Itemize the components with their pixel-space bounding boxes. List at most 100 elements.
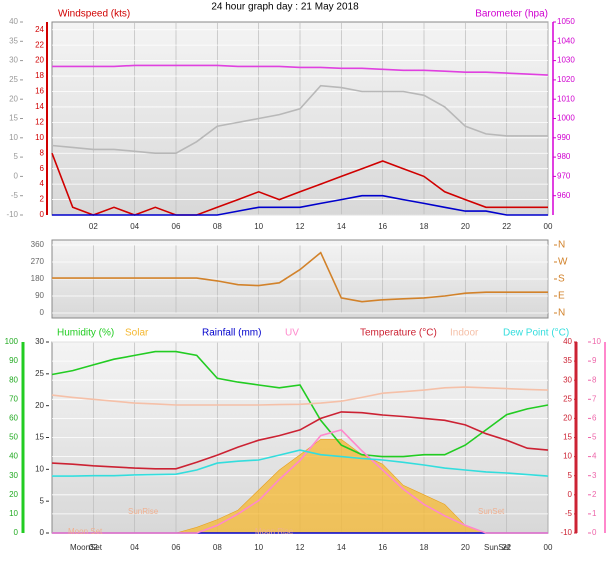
y-tick-label: 180 (31, 274, 45, 283)
x-tick-label: 08 (213, 543, 222, 552)
legend-label: Rainfall (mm) (202, 328, 261, 339)
y-tick-label: 0 (568, 490, 573, 499)
y-tick-label: 5 (568, 471, 573, 480)
y-tick-label: 20 (35, 56, 44, 65)
y-tick-label: 990 (557, 133, 571, 142)
y-tick-label: 970 (557, 172, 571, 181)
y-tick-label: 20 (9, 94, 18, 103)
y-tick-label: W (558, 257, 568, 268)
y-tick-label: S (558, 274, 565, 285)
x-tick-label: 22 (502, 222, 511, 231)
y-tick-label: 6 (40, 164, 45, 173)
legend-label: Dew Point (°C) (503, 328, 569, 339)
y-tick-label: 1000 (557, 114, 575, 123)
y-tick-label: 2 (40, 195, 45, 204)
y-tick-label: -10 (560, 528, 572, 537)
y-tick-label: 0 (14, 172, 19, 181)
y-tick-label: 40 (9, 452, 18, 461)
y-tick-label: 18 (35, 71, 44, 80)
y-tick-label: -5 (11, 191, 19, 200)
y-tick-label: 1050 (557, 17, 575, 26)
legend-label: Solar (125, 328, 149, 339)
y-tick-label: 40 (563, 337, 572, 346)
annotation: MoonSet (70, 543, 103, 552)
y-tick-label: 1 (592, 509, 597, 518)
y-tick-label: 12 (35, 117, 44, 126)
y-tick-label: 30 (9, 471, 18, 480)
line (51, 386, 549, 406)
annotation: Moon Rise (255, 527, 294, 536)
line (52, 64, 549, 76)
y-tick-label: 15 (563, 433, 572, 442)
x-tick-label: 00 (544, 222, 553, 231)
legend-label: Indoor (450, 328, 479, 339)
y-tick-label: 0 (40, 528, 45, 537)
y-tick-label: E (558, 291, 565, 302)
y-axis-label: Windspeed (kts) (58, 9, 130, 20)
y-tick-label: 5 (592, 433, 597, 442)
x-tick-label: 04 (130, 222, 139, 231)
y-tick-label: 0 (14, 528, 19, 537)
y-tick-label: 5 (40, 496, 45, 505)
x-tick-label: 18 (420, 543, 429, 552)
y-tick-label: 9 (592, 356, 597, 365)
y-tick-label: 1020 (557, 75, 575, 84)
y-tick-label: 90 (35, 291, 44, 300)
annotation: SunSet (484, 543, 511, 552)
annotation: SunSet (478, 507, 505, 516)
annotation: Moon Set (68, 527, 103, 536)
y-tick-label: 360 (31, 240, 45, 249)
x-tick-label: 16 (378, 543, 387, 552)
y-tick-label: 20 (563, 414, 572, 423)
y-tick-label: 3 (592, 471, 597, 480)
y-tick-label: N (558, 308, 565, 319)
y-tick-label: 25 (563, 394, 572, 403)
x-tick-label: 06 (172, 543, 181, 552)
y-tick-label: 25 (9, 75, 18, 84)
y-tick-label: 30 (563, 375, 572, 384)
y-tick-label: 20 (9, 490, 18, 499)
y-tick-label: 8 (592, 375, 597, 384)
y2-axis-label: Barometer (hpa) (475, 9, 548, 20)
line (51, 411, 549, 470)
line (51, 350, 549, 458)
x-tick-label: 08 (213, 222, 222, 231)
x-tick-label: 14 (337, 543, 346, 552)
x-tick-label: 04 (130, 543, 139, 552)
y-tick-label: 8 (40, 148, 45, 157)
legend-label: UV (285, 328, 299, 339)
y-tick-label: 14 (35, 102, 44, 111)
y-tick-label: 4 (40, 179, 45, 188)
x-tick-label: 22 (502, 543, 511, 552)
y-tick-label: 30 (35, 337, 44, 346)
y-tick-label: 60 (9, 414, 18, 423)
line (52, 429, 548, 534)
y-tick-label: 40 (9, 17, 18, 26)
y-tick-label: 2 (592, 490, 597, 499)
x-tick-label: 20 (461, 543, 470, 552)
y-tick-label: 5 (14, 152, 19, 161)
y-tick-label: 35 (9, 36, 18, 45)
y-tick-label: -10 (6, 210, 18, 219)
x-tick-label: 12 (296, 543, 305, 552)
y-tick-label: 0 (592, 528, 597, 537)
x-tick-label: 20 (461, 222, 470, 231)
y-tick-label: 1010 (557, 94, 575, 103)
x-tick-label: 02 (89, 222, 98, 231)
y-tick-label: 960 (557, 191, 571, 200)
y-tick-label: 10 (35, 464, 44, 473)
x-tick-label: 00 (544, 543, 553, 552)
y-tick-label: 70 (9, 394, 18, 403)
y-tick-label: 25 (35, 369, 44, 378)
y-tick-label: 6 (592, 414, 597, 423)
line (52, 449, 549, 477)
x-tick-label: 14 (337, 222, 346, 231)
y-tick-label: 35 (563, 356, 572, 365)
y-tick-label: 7 (592, 394, 597, 403)
x-tick-label: 02 (89, 543, 98, 552)
chart-title: 24 hour graph day : 21 May 2018 (211, 2, 359, 13)
x-tick-label: 12 (296, 222, 305, 231)
y-tick-label: 20 (35, 401, 44, 410)
